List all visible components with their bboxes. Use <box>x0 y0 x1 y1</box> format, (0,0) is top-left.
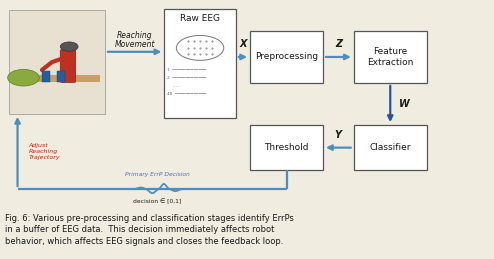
FancyBboxPatch shape <box>354 31 427 83</box>
Text: ...: ... <box>167 84 180 88</box>
Text: X: X <box>239 39 247 49</box>
FancyBboxPatch shape <box>354 125 427 170</box>
Text: Y: Y <box>335 130 342 140</box>
Text: Fig. 6: Various pre-processing and classification stages identify ErrPs
in a buf: Fig. 6: Various pre-processing and class… <box>5 214 294 246</box>
Text: W: W <box>399 99 410 109</box>
Text: Classifier: Classifier <box>370 143 411 152</box>
FancyBboxPatch shape <box>42 71 50 82</box>
FancyBboxPatch shape <box>60 50 76 82</box>
Text: decision ∈ [0,1]: decision ∈ [0,1] <box>133 199 181 204</box>
Text: Preprocessing: Preprocessing <box>255 53 318 61</box>
Text: 2 ─────────────: 2 ───────────── <box>167 76 206 80</box>
Text: Reaching: Reaching <box>117 31 153 40</box>
Circle shape <box>60 42 78 51</box>
Text: 48 ────────────: 48 ──────────── <box>167 91 206 96</box>
FancyBboxPatch shape <box>164 9 236 118</box>
Text: Adjust
Reaching
Trajectory: Adjust Reaching Trajectory <box>28 143 60 160</box>
FancyBboxPatch shape <box>250 31 323 83</box>
Text: Primary ErrP Decision: Primary ErrP Decision <box>124 172 189 177</box>
FancyBboxPatch shape <box>250 125 323 170</box>
FancyBboxPatch shape <box>14 75 100 82</box>
Text: 1 ─────────────: 1 ───────────── <box>167 68 206 72</box>
Text: Raw EEG: Raw EEG <box>180 15 220 23</box>
Text: Threshold: Threshold <box>264 143 309 152</box>
FancyBboxPatch shape <box>57 71 65 82</box>
FancyBboxPatch shape <box>8 10 105 114</box>
Circle shape <box>8 69 39 86</box>
Text: Z: Z <box>335 39 342 49</box>
Text: Feature
Extraction: Feature Extraction <box>367 47 413 67</box>
Text: Movement: Movement <box>115 40 155 49</box>
